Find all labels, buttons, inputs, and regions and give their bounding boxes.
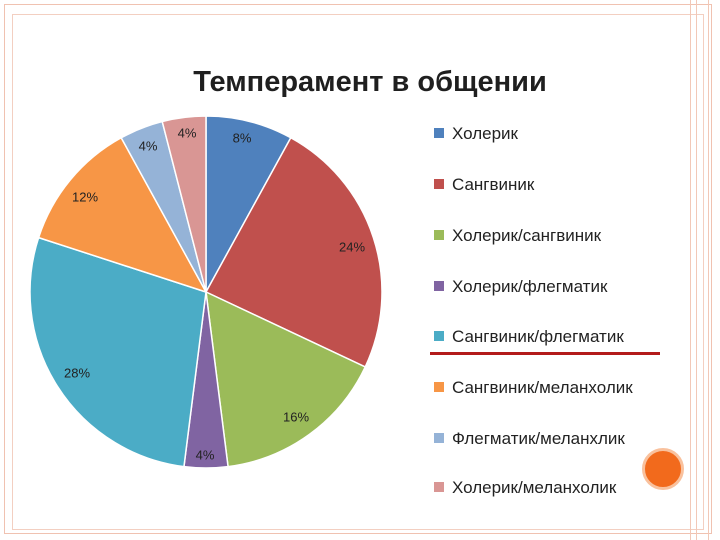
legend-item-2: Сангвиник <box>434 175 534 195</box>
legend-item-3: Холерик/сангвиник <box>434 226 601 246</box>
slide-frame-outer <box>4 4 712 534</box>
legend-label: Флегматик/меланхлик <box>452 429 625 448</box>
slide-frame-inner <box>12 14 704 530</box>
legend-label: Холерик/меланхолик <box>452 478 617 497</box>
pie-slice-6 <box>37 136 208 294</box>
legend-swatch <box>434 331 444 341</box>
legend-label: Сангвиник/флегматик <box>452 327 624 346</box>
legend-swatch <box>434 482 444 492</box>
pie-slice-1 <box>205 115 292 293</box>
legend-item-4: Холерик/флегматик <box>434 277 607 297</box>
legend-label: Холерик/сангвиник <box>452 226 602 245</box>
legend-label: Холерик <box>452 124 518 143</box>
legend-item-8: Холерик/меланхолик <box>434 478 616 498</box>
legend-swatch <box>434 433 444 443</box>
legend-label: Сангвиник <box>452 175 535 194</box>
data-label-3: 16% <box>283 409 309 424</box>
slide-decoration-band <box>684 0 720 540</box>
legend-swatch <box>434 382 444 392</box>
legend-swatch <box>434 281 444 291</box>
data-label-4: 4% <box>196 447 215 462</box>
chart-title: Темперамент в общении <box>193 66 547 98</box>
legend-label: Сангвиник/меланхолик <box>452 378 633 397</box>
legend-swatch <box>434 179 444 189</box>
legend-swatch <box>434 230 444 240</box>
pie-slice-2 <box>204 136 383 368</box>
legend-swatch <box>434 128 444 138</box>
legend-item-5: Сангвиник/флегматик <box>434 327 624 347</box>
pie-slice-3 <box>205 290 367 468</box>
data-label-1: 8% <box>233 130 252 145</box>
data-label-8: 4% <box>178 125 197 140</box>
red-divider-line <box>430 352 660 355</box>
data-label-7: 4% <box>139 138 158 153</box>
legend-item-6: Сангвиник/меланхолик <box>434 378 633 398</box>
legend-label: Холерик/флегматик <box>452 277 608 296</box>
legend-item-7: Флегматик/меланхлик <box>434 429 625 449</box>
data-label-5: 28% <box>64 365 90 380</box>
legend-item-1: Холерик <box>434 124 518 144</box>
data-label-6: 12% <box>72 189 98 204</box>
data-label-2: 24% <box>339 239 365 254</box>
pie-slice-5 <box>29 236 207 468</box>
orange-circle-decoration <box>642 448 684 490</box>
pie-slice-8 <box>161 115 207 293</box>
